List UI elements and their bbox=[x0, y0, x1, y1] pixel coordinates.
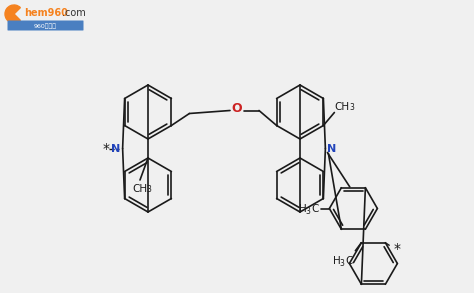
Text: O: O bbox=[232, 102, 242, 115]
Text: .com: .com bbox=[62, 8, 86, 18]
Text: N: N bbox=[328, 144, 337, 154]
Text: CH: CH bbox=[335, 103, 350, 113]
Text: *: * bbox=[394, 242, 401, 256]
Text: *: * bbox=[102, 142, 109, 156]
Wedge shape bbox=[5, 5, 20, 23]
Text: CH: CH bbox=[132, 184, 147, 194]
Text: 3: 3 bbox=[146, 185, 151, 193]
Text: 3: 3 bbox=[349, 103, 354, 112]
Text: H: H bbox=[300, 204, 307, 214]
Text: 3: 3 bbox=[339, 259, 344, 268]
Text: 3: 3 bbox=[305, 207, 310, 216]
Text: H: H bbox=[333, 256, 341, 266]
Text: 960化工网: 960化工网 bbox=[34, 23, 56, 29]
Text: C: C bbox=[346, 256, 353, 266]
Text: N: N bbox=[111, 144, 120, 154]
Text: C: C bbox=[311, 204, 319, 214]
Text: hem960: hem960 bbox=[24, 8, 68, 18]
FancyBboxPatch shape bbox=[8, 21, 83, 30]
